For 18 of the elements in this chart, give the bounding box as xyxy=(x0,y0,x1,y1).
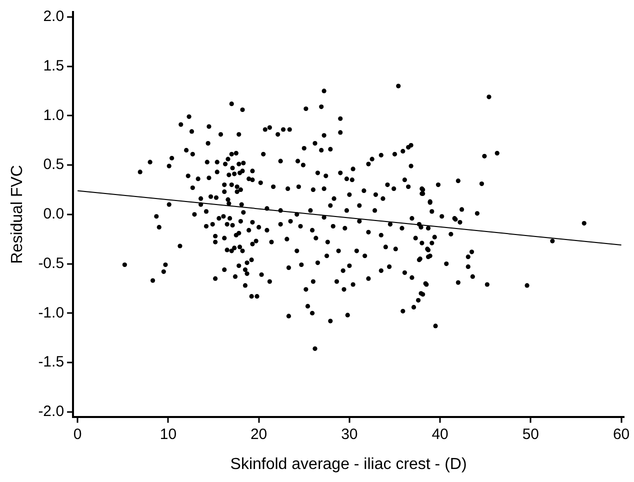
y-tick-label: 0.5 xyxy=(43,156,64,174)
x-tick-label: 60 xyxy=(612,426,630,443)
y-tick-label: 0.0 xyxy=(43,206,64,223)
x-tick-label: 40 xyxy=(432,426,448,443)
y-tick-label: 1.0 xyxy=(43,106,64,124)
y-tick-label: 2.0 xyxy=(43,8,64,26)
x-tick-label: 0 xyxy=(73,426,82,443)
x-tick-label: 10 xyxy=(160,426,177,443)
y-tick-label: 1.5 xyxy=(43,57,64,74)
x-tick-label: 50 xyxy=(522,426,540,443)
x-axis-title: Skinfold average - iliac crest - (D) xyxy=(230,456,467,473)
x-tick-label: 30 xyxy=(341,426,358,443)
y-tick-label: -2.0 xyxy=(38,403,64,420)
x-tick-label: 20 xyxy=(250,426,268,443)
y-axis-title: Residual FVC xyxy=(9,165,26,264)
y-tick-label: -1.5 xyxy=(38,354,64,371)
y-tick-label: -0.5 xyxy=(38,254,64,272)
y-tick-label: -1.0 xyxy=(38,304,64,322)
